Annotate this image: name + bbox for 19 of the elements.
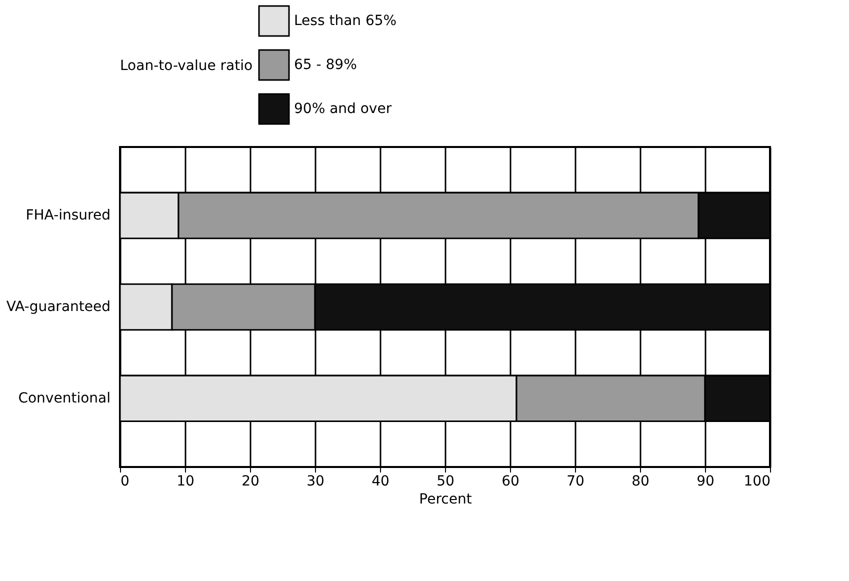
x-tick-label: 10	[176, 474, 194, 490]
x-tick-label: 20	[242, 474, 260, 490]
x-tick-label: 30	[306, 474, 324, 490]
x-tick-label: 60	[502, 474, 520, 490]
y-tick-label: FHA-insured	[26, 208, 110, 224]
x-tick-label: 50	[436, 474, 454, 490]
y-tick-label: VA-guaranteed	[6, 299, 110, 315]
x-tick-label: 80	[632, 474, 650, 490]
y-tick-label: Conventional	[18, 390, 110, 406]
x-tick-label: 70	[566, 474, 584, 490]
x-tick-label: 90	[696, 474, 714, 490]
x-tick-label: 0	[120, 474, 130, 490]
legend-label: 65 - 89%	[294, 57, 357, 73]
x-axis-title: Percent	[419, 492, 472, 508]
x-tick-label: 40	[372, 474, 390, 490]
legend-label: Less than 65%	[294, 13, 397, 29]
x-tick-label: 100	[744, 474, 770, 490]
legend-label: 90% and over	[294, 101, 392, 117]
legend-title: Loan-to-value ratio	[120, 58, 253, 74]
